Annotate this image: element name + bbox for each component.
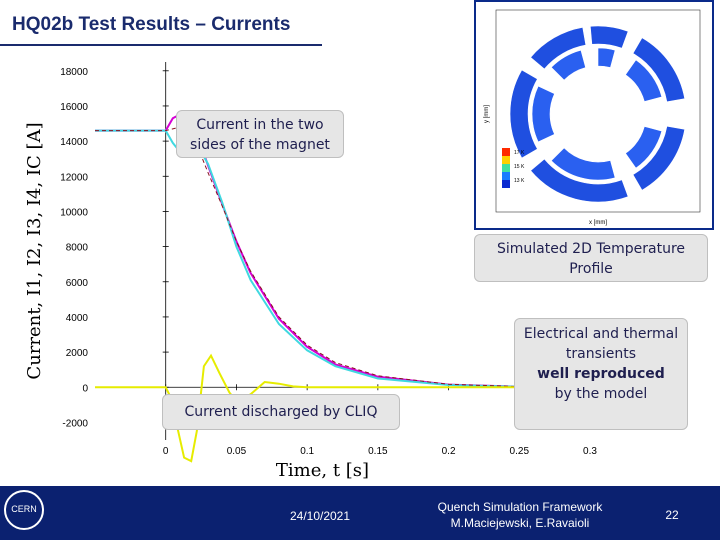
footer-page-number: 22 — [665, 508, 679, 522]
coil-outer-segment — [509, 69, 538, 159]
inset-y-label: y [mm] — [484, 105, 490, 123]
callout-simulated-2d-text: Simulated 2D Temperature Profile — [496, 241, 685, 277]
colorbar-cell — [502, 172, 510, 180]
series-line-3 — [95, 353, 590, 463]
y-tick-label: 10000 — [60, 207, 88, 218]
callout-simulated-2d: Simulated 2D Temperature Profile — [474, 234, 708, 282]
x-tick-label: 0.25 — [510, 446, 530, 457]
colorbar-label: 13 K — [514, 178, 525, 184]
coil-outer-segment — [589, 25, 629, 49]
title-underline — [0, 44, 322, 46]
y-axis-label: Current, I1, I2, I3, I4, IC [A] — [24, 122, 45, 379]
y-tick-label: 18000 — [60, 67, 88, 78]
inset-x-label: x [mm] — [589, 220, 607, 226]
footer-subtitle-1: Quench Simulation Framework — [437, 500, 603, 514]
colorbar-cell — [502, 180, 510, 188]
colorbar-cell — [502, 156, 510, 164]
magnet-cross-section: 17 K 15 K 13 K x [mm] y [mm] — [484, 9, 701, 226]
y-tick-label: 14000 — [60, 137, 88, 148]
callout-transients-text-2: by the model — [554, 386, 648, 402]
x-axis-label: Time, t [s] — [276, 460, 369, 481]
x-tick-label: 0.05 — [227, 446, 247, 457]
coil-inner-segment — [625, 59, 663, 102]
temperature-profile-inset: 17 K 15 K 13 K x [mm] y [mm] — [474, 0, 714, 230]
callout-transients-bold: well reproduced — [537, 366, 665, 382]
slide-title: HQ02b Test Results – Currents — [12, 14, 291, 35]
coil-outer-segment — [530, 26, 587, 70]
callout-cliq: Current discharged by CLIQ — [162, 394, 400, 430]
callout-transients-text-1: Electrical and thermal transients — [523, 326, 679, 362]
x-tick-label: 0.2 — [442, 446, 456, 457]
coil-outer-segment — [632, 125, 686, 191]
footer-bar: 24/10/2021 Quench Simulation Framework M… — [0, 486, 720, 540]
footer-date: 24/10/2021 — [289, 509, 351, 523]
x-tick-label: 0.3 — [583, 446, 597, 457]
callout-two-sides-text: Current in the two sides of the magnet — [190, 117, 330, 153]
y-tick-label: 8000 — [66, 243, 89, 254]
inset-frame — [495, 9, 701, 213]
coil-inner-segment — [531, 85, 555, 143]
colorbar-cell — [502, 164, 510, 172]
y-tick-label: 16000 — [60, 102, 88, 113]
footer-subtitle-2: M.Maciejewski, E.Ravaioli — [450, 516, 590, 530]
colorbar-cell — [502, 148, 510, 156]
y-tick-label: 4000 — [66, 313, 89, 324]
y-tick-label: -2000 — [62, 418, 88, 429]
coil-inner-segment — [597, 47, 616, 68]
callout-two-sides: Current in the two sides of the magnet — [176, 110, 344, 158]
coil-outer-segment — [632, 37, 686, 103]
x-tick-label: 0 — [163, 446, 169, 457]
cern-logo-text: CERN — [11, 504, 37, 514]
colorbar-label: 15 K — [514, 164, 525, 170]
x-tick-label: 0.1 — [300, 446, 314, 457]
coil-inner-segment — [625, 126, 663, 169]
colorbar-label: 17 K — [514, 150, 525, 156]
coil-inner-segment — [550, 49, 586, 81]
callout-transients: Electrical and thermal transients well r… — [514, 318, 688, 430]
y-tick-label: 2000 — [66, 348, 89, 359]
y-tick-label: 6000 — [66, 278, 89, 289]
y-tick-label: 0 — [82, 383, 88, 394]
cern-logo: CERN — [4, 490, 44, 530]
coil-outer-segment — [530, 158, 629, 203]
callout-cliq-text: Current discharged by CLIQ — [184, 404, 378, 420]
x-tick-label: 0.15 — [368, 446, 388, 457]
y-tick-label: 12000 — [60, 172, 88, 183]
coil-inner-segment — [550, 147, 616, 181]
